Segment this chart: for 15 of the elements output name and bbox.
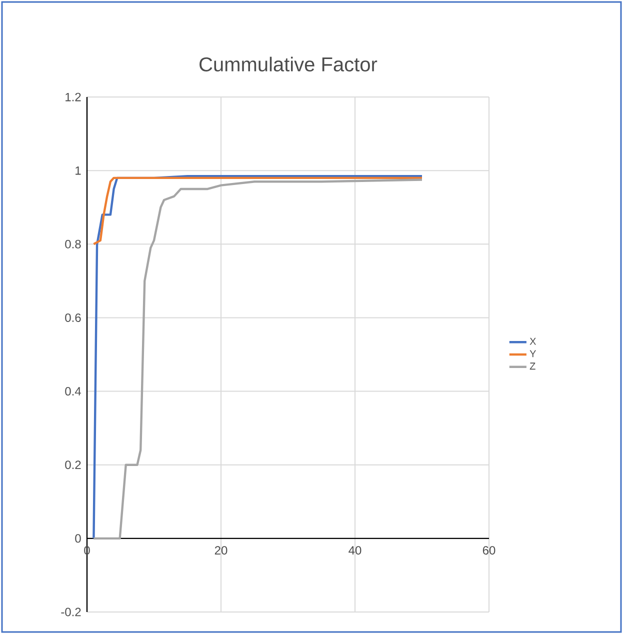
- y-tick-label: 0.8: [65, 240, 81, 248]
- x-tick-label: 60: [482, 546, 496, 555]
- y-tick-label: -0.2: [61, 608, 81, 616]
- x-tick-label: 40: [348, 546, 362, 555]
- y-tick-label: 0: [75, 534, 81, 543]
- chart-title: Cummulative Factor: [200, 56, 378, 72]
- y-tick-label: 1: [76, 166, 81, 175]
- legend-label: Z: [530, 362, 536, 370]
- y-tick-label: 0.6: [65, 313, 81, 322]
- x-tick-label: 20: [214, 546, 228, 555]
- legend-label: Y: [530, 350, 536, 358]
- y-tick-label: 0.4: [65, 387, 81, 396]
- y-tick-label: 0.2: [65, 460, 81, 470]
- y-tick-label: 1.2: [66, 92, 81, 102]
- legend-label: X: [530, 338, 536, 345]
